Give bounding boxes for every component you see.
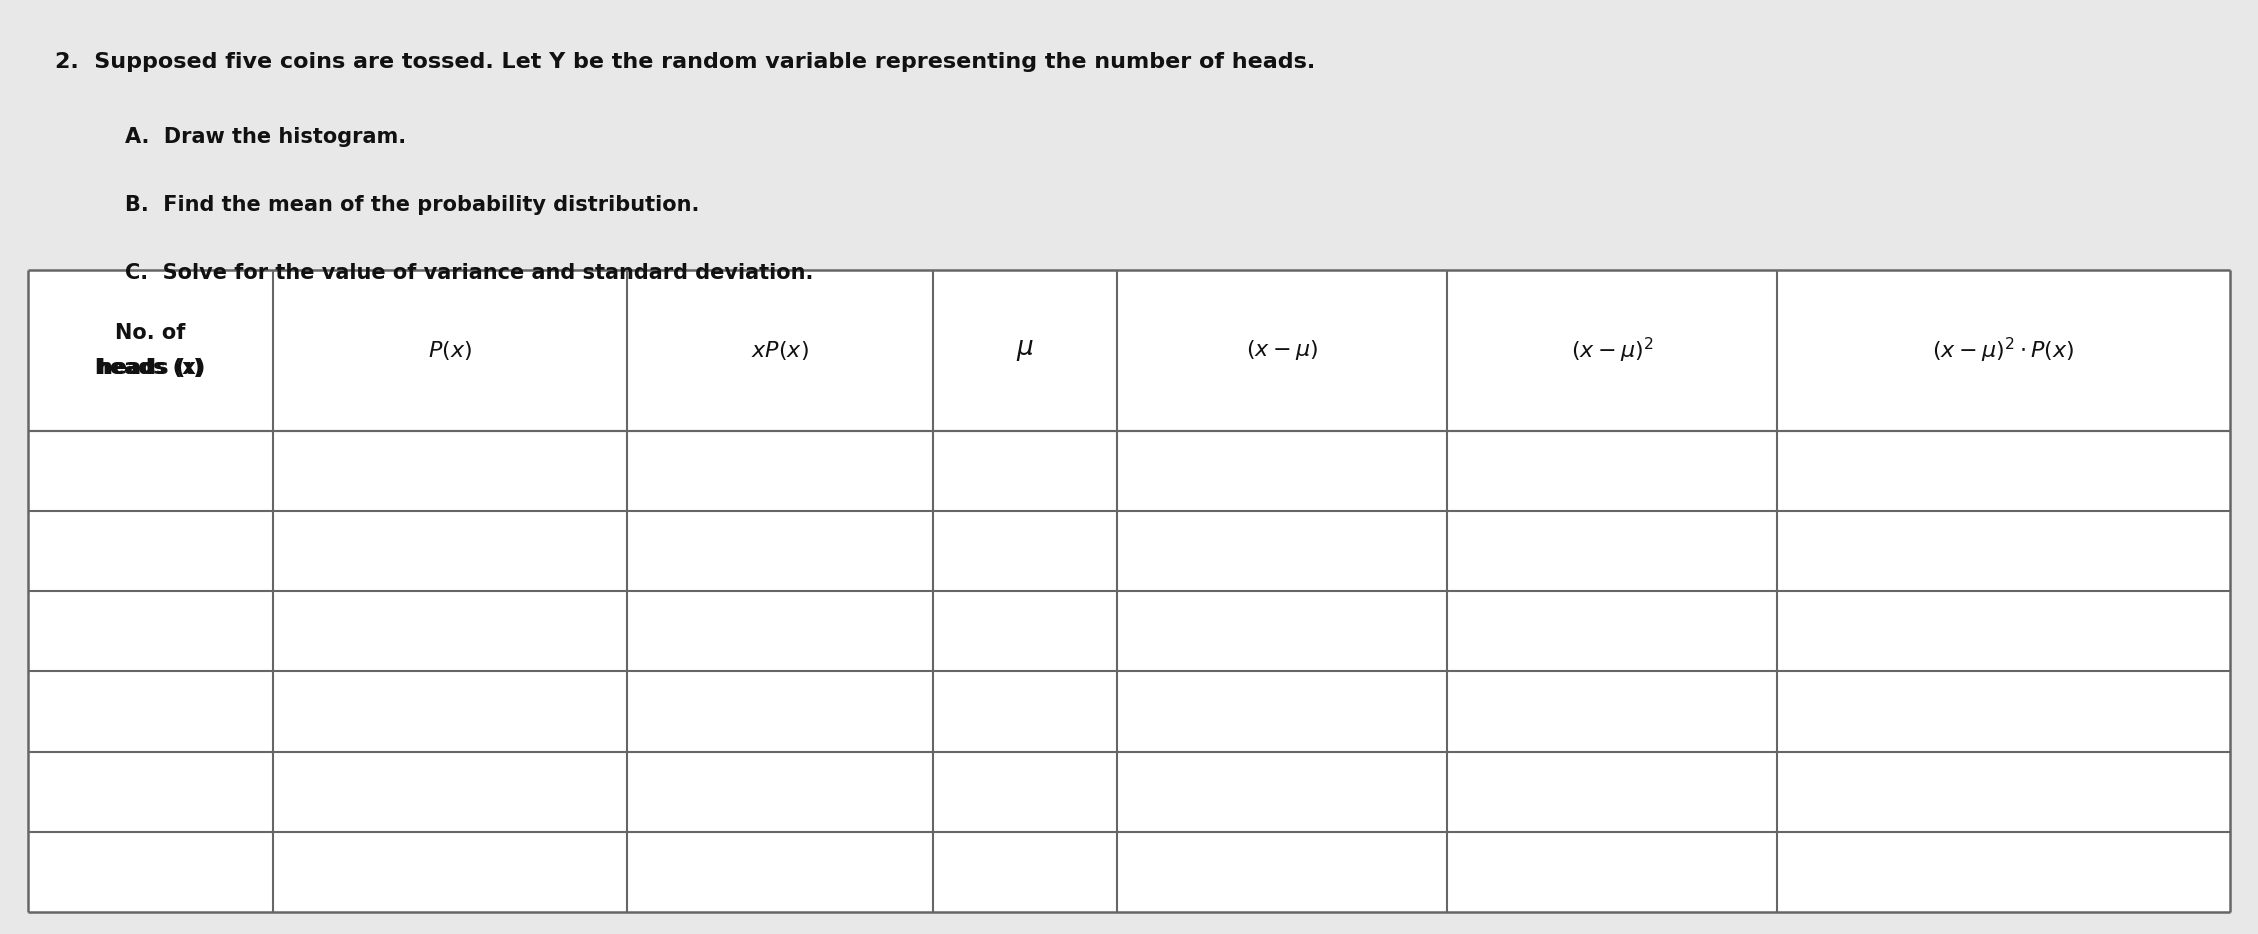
Bar — [1118, 752, 1447, 832]
Bar — [933, 431, 1118, 511]
Bar — [628, 591, 933, 672]
Bar — [628, 832, 933, 912]
Text: A.  Draw the histogram.: A. Draw the histogram. — [124, 127, 406, 147]
Bar — [1777, 832, 2231, 912]
Bar — [1777, 672, 2231, 752]
Text: $\mathit{P}(\mathit{x})$: $\mathit{P}(\mathit{x})$ — [429, 339, 472, 361]
Text: heads (ι): heads (ι) — [97, 358, 203, 378]
Bar — [27, 752, 273, 832]
Bar — [628, 672, 933, 752]
Text: $(\mathit{x} - \mu)$: $(\mathit{x} - \mu)$ — [1246, 338, 1319, 362]
Bar — [1118, 672, 1447, 752]
Bar — [27, 431, 273, 511]
Bar — [1447, 752, 1777, 832]
Bar — [1118, 591, 1447, 672]
Bar — [933, 752, 1118, 832]
Bar — [273, 431, 628, 511]
Text: C.  Solve for the value of variance and standard deviation.: C. Solve for the value of variance and s… — [124, 263, 813, 283]
Bar — [1118, 270, 1447, 431]
Bar — [628, 431, 933, 511]
Text: 2.  Supposed five coins are tossed. Let Y be the random variable representing th: 2. Supposed five coins are tossed. Let Y… — [54, 52, 1314, 72]
Bar — [628, 511, 933, 591]
Bar — [27, 511, 273, 591]
Bar — [1447, 270, 1777, 431]
Bar — [27, 270, 273, 431]
Bar — [273, 752, 628, 832]
Bar — [1447, 511, 1777, 591]
Bar — [1447, 832, 1777, 912]
Text: B.  Find the mean of the probability distribution.: B. Find the mean of the probability dist… — [124, 195, 700, 215]
Bar — [1118, 832, 1447, 912]
Bar — [1447, 672, 1777, 752]
Text: heads (x): heads (x) — [95, 358, 205, 378]
Bar — [628, 752, 933, 832]
Bar — [1118, 511, 1447, 591]
Bar — [27, 832, 273, 912]
Text: $(\mathit{x} - \mu)^{2}$: $(\mathit{x} - \mu)^{2}$ — [1572, 335, 1653, 365]
Bar — [933, 672, 1118, 752]
Text: $(\mathit{x} - \mu)^{2} \cdot \mathit{P}(\mathit{x})$: $(\mathit{x} - \mu)^{2} \cdot \mathit{P}… — [1933, 335, 2075, 365]
Bar — [1118, 431, 1447, 511]
Bar — [933, 591, 1118, 672]
Bar — [933, 832, 1118, 912]
Bar — [273, 270, 628, 431]
Bar — [1447, 591, 1777, 672]
Bar — [273, 832, 628, 912]
Bar — [933, 270, 1118, 431]
Bar — [1777, 431, 2231, 511]
Bar — [273, 672, 628, 752]
Bar — [1777, 270, 2231, 431]
Text: $\mu$: $\mu$ — [1016, 337, 1034, 363]
Bar — [27, 591, 273, 672]
Bar — [1447, 431, 1777, 511]
Bar — [628, 270, 933, 431]
Bar — [1777, 511, 2231, 591]
Text: $\mathit{x}\mathit{P}(\mathit{x})$: $\mathit{x}\mathit{P}(\mathit{x})$ — [752, 339, 808, 361]
Bar — [273, 591, 628, 672]
Bar — [933, 511, 1118, 591]
Bar — [1777, 752, 2231, 832]
Bar — [27, 672, 273, 752]
Text: No. of: No. of — [115, 322, 185, 343]
Bar — [1777, 591, 2231, 672]
Bar — [273, 511, 628, 591]
